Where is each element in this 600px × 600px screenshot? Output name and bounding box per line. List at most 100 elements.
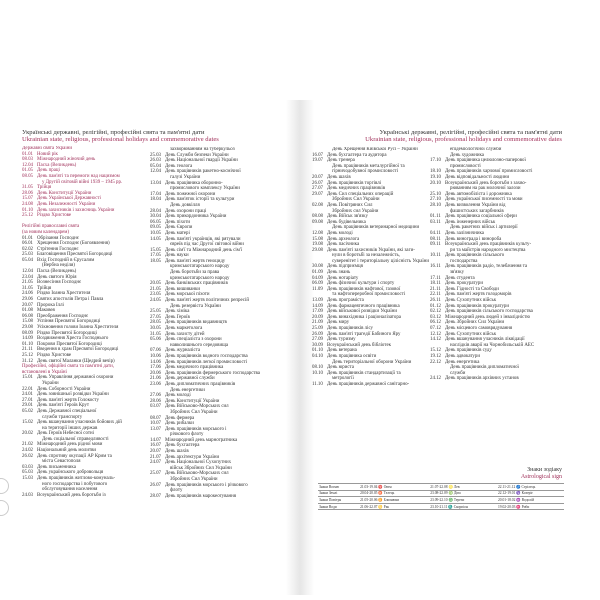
holiday-entry: 24.08 День Незалежності України <box>22 202 150 208</box>
zodiac-element: Знаки Вогню <box>318 483 360 491</box>
holiday-date: 03.07 <box>150 404 162 410</box>
holiday-date: 01.01 <box>22 151 34 157</box>
holiday-name: День ракетних військ і артилерії <box>450 225 518 231</box>
holiday-entry: 02.12 День працівників сільського господа… <box>430 309 566 315</box>
holiday-entry: 01.01 Новий рік <box>22 152 150 158</box>
holiday-date: 24.01 <box>22 392 34 398</box>
holiday-entry: День ракетних військ і артилерії <box>430 225 566 231</box>
holiday-entry: 11.10 День працівників державної санітарн… <box>312 382 432 388</box>
holiday-date: 08.09 <box>22 330 34 336</box>
holiday-entry: 10.06 День працівників водного господарст… <box>150 354 290 360</box>
holiday-name: День зовнішньої розвідки України <box>37 392 109 398</box>
holiday-date: 17.04 <box>150 191 162 197</box>
holiday-name: флоту <box>170 488 183 494</box>
holiday-entry: 03.03 День письменника <box>22 465 150 471</box>
holiday-name: господарства <box>450 258 478 264</box>
holiday-name: України <box>42 380 59 386</box>
holiday-name: День архітектури України <box>165 454 220 460</box>
holiday-date: 27.07 <box>312 186 324 192</box>
holiday-entry: День Хрещення Київської Русі – України <box>312 147 432 153</box>
holiday-entry: 21.02 Міжнародний день рідної мови <box>22 442 150 448</box>
holiday-date: 20.07 <box>312 174 324 180</box>
holiday-name: День Повітряних Сил <box>327 202 373 208</box>
holiday-date: 07.06 <box>150 348 162 354</box>
holiday-entry: 14.05 День пам'яті українців, які рятувал… <box>150 237 290 243</box>
right-page-header: Українські державні, релігійні, професій… <box>365 129 562 143</box>
holiday-entry: 08.05 День пам'яті та перемоги над нацизм… <box>22 174 150 180</box>
holiday-name: День працівників дипломатичної <box>450 365 519 371</box>
holiday-date: 30.09 <box>312 342 324 348</box>
holiday-date: 06.08 <box>22 313 34 319</box>
holiday-entry: 29.08 День пам'яті захисників України, як… <box>312 248 432 254</box>
holiday-date: 24.06 <box>22 291 34 297</box>
holiday-entry: День енергетики <box>150 388 290 394</box>
holiday-name: промислового комплексу України <box>170 186 240 192</box>
holiday-name: День пам'яті та перемоги над нацизмом <box>37 173 120 179</box>
holiday-name: День працівників фермерського господарст… <box>165 370 260 376</box>
holiday-entry: 08.10 День юриста <box>312 365 432 371</box>
holiday-name: День праці <box>37 168 60 174</box>
holiday-date: 25.03 <box>150 152 162 158</box>
holiday-entry: День працівників дипломатичної <box>430 365 566 371</box>
holiday-date: 23.05 <box>150 292 162 298</box>
holiday-name: День фермера <box>165 415 195 421</box>
holiday-name: День пам'яті українців, які рятували <box>165 236 241 242</box>
holiday-entry: 19.07 День тренера <box>312 158 432 164</box>
holiday-name: Релігійні православні свята <box>22 224 80 230</box>
holiday-entry: 12.04 Пасха (Великдень) <box>22 163 150 169</box>
holiday-date: 28.05 <box>150 320 162 326</box>
holiday-name: День археолога <box>327 236 360 242</box>
holiday-entry: Збройних сил України <box>312 209 432 215</box>
holiday-date: 03.03 <box>22 464 34 470</box>
holiday-name: День працівників морського і <box>165 426 227 432</box>
holiday-entry: 01.10 День захисників і захисниць України <box>22 208 150 214</box>
holiday-entry: 08.03 Міжнародний жіночий день <box>22 157 150 163</box>
holiday-entry: 21.07 День архітектури України <box>150 455 290 461</box>
holiday-date: 08.11 <box>430 236 441 242</box>
holiday-entry: епідеміологічної служби <box>430 147 566 153</box>
holiday-date: 14.07 <box>150 437 162 443</box>
holiday-name: Преображення Господнє <box>37 313 89 319</box>
holiday-date: 08.10 <box>312 365 324 371</box>
holiday-name: Воздвиження Хреста Господнього <box>37 336 109 342</box>
right-page <box>300 100 600 595</box>
holiday-date: 24.08 <box>22 201 34 207</box>
holiday-entry: 16.11 День працівників радіо, телебачення… <box>430 264 566 270</box>
holiday-date: 28.06 <box>22 190 34 196</box>
holiday-entry: 29.07 День Сил спеціальних операцій <box>312 192 432 198</box>
holiday-entry: 31.05 Трійця <box>22 185 150 191</box>
holiday-name: День художника <box>450 152 484 158</box>
page-gutter <box>286 100 314 595</box>
zodiac-sign: 22.12-19.01 ♑ Козеріг <box>497 489 564 497</box>
holiday-entry: 27.09 День туризму <box>312 337 432 343</box>
holiday-date: 14.12 <box>430 337 442 343</box>
holiday-date: 25.05 <box>150 309 162 315</box>
holiday-column-3: День Хрещення Київської Русі – України 16… <box>312 147 432 388</box>
header-ua: Українські державні, релігійні, професій… <box>379 129 563 136</box>
holiday-date: 01.12 <box>430 303 442 309</box>
holiday-entry: 29.01 День пам'яті Героїв Крут <box>22 403 150 409</box>
zodiac-sign: 23.08-22.09 ♍ Діва <box>429 489 497 497</box>
holiday-name: служби <box>450 370 466 376</box>
holiday-name: День працівників лісу <box>327 326 374 331</box>
holiday-entry: у Другій світовій війні 1939 – 1945 рр. <box>22 180 150 186</box>
holiday-date: 12.08 <box>312 230 324 236</box>
zodiac-row: Знаки Повітря 21.05-20.06 ♊ Близнюки 23.09… <box>318 496 564 504</box>
holiday-entry: гірничодобувної промисловості <box>312 169 432 175</box>
holiday-entry: наслідків аварії на Чорнобильській АЕС <box>430 343 566 349</box>
holiday-entry: 13.07 День працівників морського і <box>150 427 290 433</box>
holiday-date: 21.09 <box>312 320 324 326</box>
holiday-date: 10.05 <box>150 230 162 236</box>
holiday-date: 15.05 <box>150 247 162 253</box>
holiday-name: День маркетолога <box>165 326 203 331</box>
holiday-entry: обслуговування населення <box>22 487 150 493</box>
holiday-entry: 17.10 День працівника целюлозно-паперової <box>430 158 566 164</box>
holiday-date: 25.12 <box>22 213 34 219</box>
holiday-name: День пам'яті трагедії Бабиного Яру <box>327 331 401 337</box>
holiday-date: 25.10 <box>430 191 442 197</box>
holiday-date: 17.10 <box>430 158 442 164</box>
zodiac-element: Знаки Води <box>318 502 360 511</box>
holiday-date: 29.07 <box>312 191 324 197</box>
holiday-name: День Незалежності України <box>37 201 96 207</box>
holiday-entry: 19.12 День адвокатури <box>430 354 566 360</box>
